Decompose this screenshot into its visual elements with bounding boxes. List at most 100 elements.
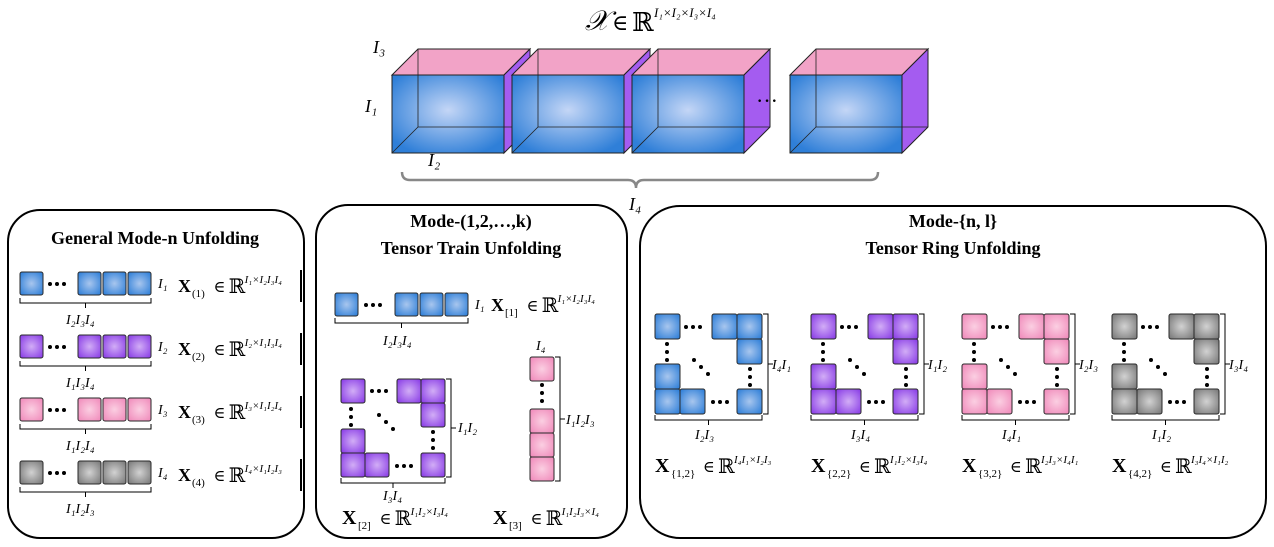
block-side-label: I₄I₁: [771, 358, 791, 373]
matrix-subscript: {2,2}: [827, 468, 851, 480]
ellipsis-dot: [62, 471, 66, 475]
matrix-formula: X [3] ∈ ℝ I₁I₂I₃×I₄: [493, 506, 599, 532]
ellipsis-dot: [377, 413, 381, 417]
train-row-1: I₂I₃I₄ I₁ X [1] ∈ ℝ I₁×I₂I₃I₄: [334, 292, 596, 349]
element-of-symbol: ∈: [859, 459, 871, 476]
matrix-superscript: I₂I₃×I₄I₁: [1040, 454, 1079, 466]
matrix-cell: [102, 271, 127, 296]
dimension-brace: [654, 415, 763, 425]
matrix-cell: [810, 388, 837, 415]
tensor-cube: [788, 47, 930, 155]
ellipsis-dot: [711, 400, 715, 404]
matrix-cell: [127, 460, 152, 485]
ellipsis-dot: [698, 325, 702, 329]
row-cols-label: I₁I₂I₃: [65, 502, 95, 517]
ellipsis-dot: [748, 367, 752, 371]
ellipsis-dot: [725, 400, 729, 404]
dimension-brace: [555, 356, 565, 482]
real-field-symbol: ℝ: [229, 339, 246, 361]
ellipsis-dot: [1122, 342, 1126, 346]
matrix-cell: [1018, 313, 1045, 340]
matrix-cell: [1043, 313, 1070, 340]
ellipsis-dot: [855, 365, 859, 369]
ellipsis-dot: [384, 420, 388, 424]
ellipsis-dot: [706, 372, 710, 376]
block-under-label: I₃I₄: [382, 489, 402, 504]
ellipsis-dot: [431, 446, 435, 450]
general-title: General Mode-n Unfolding: [51, 228, 259, 248]
cube-front-face: [391, 74, 505, 154]
row-dim-label: I₁: [157, 277, 168, 292]
ellipsis-dot: [48, 471, 52, 475]
cube-front-face: [511, 74, 625, 154]
tensor-cube: [510, 47, 652, 155]
element-of-symbol: ∈: [214, 279, 226, 296]
matrix-superscript: I₁×I₂I₃I₄: [557, 293, 596, 305]
real-field-symbol: ℝ: [229, 465, 246, 487]
matrix-symbol: X: [491, 295, 504, 315]
matrix-subscript: (3): [192, 414, 205, 426]
matrix-cell: [810, 363, 837, 390]
ellipsis-dot: [748, 383, 752, 387]
general-row: I₁I₂I₃ I₄ X (4) ∈ ℝ I₄×I₁I₂I₃: [19, 459, 302, 517]
ellipsis-dot: [55, 345, 59, 349]
ellipsis-dot: [1055, 367, 1059, 371]
matrix-cell: [961, 313, 988, 340]
ellipsis-dot: [1155, 325, 1159, 329]
dimension-brace: [961, 415, 1070, 425]
matrix-cell: [529, 408, 555, 434]
ellipsis-dot: [1156, 365, 1160, 369]
matrix-formula: X {1,2} ∈ ℝ I₄I₁×I₂I₃: [655, 454, 772, 480]
ellipsis-dot: [55, 408, 59, 412]
ellipsis-dot: [391, 427, 395, 431]
matrix-subscript: {4,2}: [1128, 468, 1152, 480]
ellipsis-dot: [1175, 400, 1179, 404]
real-field-symbol: ℝ: [542, 295, 559, 317]
matrix-cell: [1043, 338, 1070, 365]
ellipsis-dot: [540, 399, 544, 403]
cube-front-face: [789, 74, 903, 154]
ring-block: I₄I₁ I₂I₃ X {1,2} ∈ ℝ I₄I₁×I₂I₃: [654, 313, 791, 480]
ellipsis-dot: [55, 282, 59, 286]
matrix-formula: X {4,2} ∈ ℝ I₃I₄×I₁I₂: [1112, 454, 1229, 480]
real-field-symbol: ℝ: [632, 8, 654, 37]
matrix-cell: [810, 313, 837, 340]
matrix-cell: [961, 363, 988, 390]
matrix-formula: X {2,2} ∈ ℝ I₁I₂×I₃I₄: [811, 454, 928, 480]
general-row: I₁I₂I₄ I₃ X (3) ∈ ℝ I₃×I₁I₂I₄: [19, 396, 302, 454]
ellipsis-dot: [699, 365, 703, 369]
matrix-symbol: X: [342, 507, 357, 529]
matrix-cell: [529, 356, 555, 382]
ellipsis-dot: [48, 282, 52, 286]
ellipsis-dot: [1149, 358, 1153, 362]
ellipsis-dot: [48, 345, 52, 349]
ellipsis-dot: [972, 350, 976, 354]
dim-label-i4: I₄: [628, 194, 641, 214]
dim-label-i1: I₁: [364, 96, 377, 116]
real-field-symbol: ℝ: [1175, 456, 1192, 478]
real-field-symbol: ℝ: [718, 456, 735, 478]
ellipsis-dot: [847, 325, 851, 329]
matrix-symbol: X: [178, 402, 191, 422]
real-field-symbol: ℝ: [395, 508, 412, 530]
ring-block: I₁I₂ I₃I₄ X {2,2} ∈ ℝ I₁I₂×I₃I₄: [810, 313, 947, 480]
matrix-superscript: I₁×I₂I₃I₄: [244, 274, 283, 286]
ellipsis-dot: [748, 375, 752, 379]
cube-hidden-edges: [391, 49, 530, 154]
ellipsis-dot: [718, 400, 722, 404]
matrix-cell: [19, 334, 44, 359]
real-field-symbol: ℝ: [1025, 456, 1042, 478]
ellipsis-dot: [1205, 383, 1209, 387]
ellipsis-dot: [1032, 400, 1036, 404]
ellipsis-dot: [904, 367, 908, 371]
ellipsis-dot: [972, 342, 976, 346]
ellipsis-dot: [377, 389, 381, 393]
row-cols-label: I₂I₃I₄: [65, 313, 95, 328]
dimension-brace: [19, 361, 152, 371]
ellipsis-dot: [867, 400, 871, 404]
ellipsis-dot: [48, 408, 52, 412]
matrix-formula: X (1) ∈ ℝ I₁×I₂I₃I₄: [178, 274, 282, 300]
matrix-cell: [867, 313, 894, 340]
matrix-cell: [102, 460, 127, 485]
